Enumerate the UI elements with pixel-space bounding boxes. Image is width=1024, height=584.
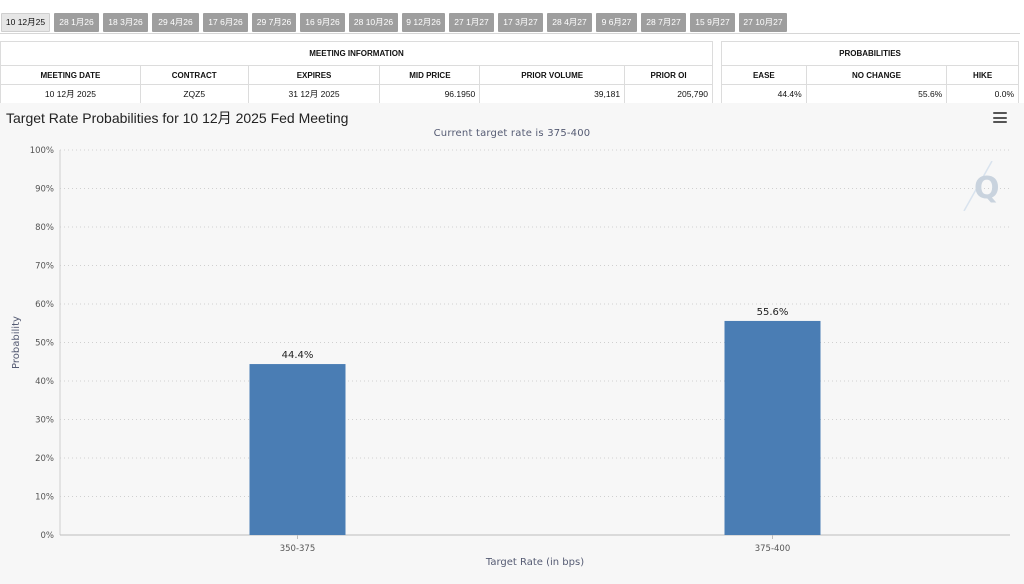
tab-meeting-8[interactable]: 9 12月26 [402, 13, 445, 32]
meeting-info-header-4: PRIOR VOLUME [479, 65, 626, 85]
y-tick-label: 50% [35, 339, 54, 349]
bar-350-375 [249, 364, 346, 535]
y-tick-label: 80% [35, 223, 54, 233]
x-tick-label: 375-400 [755, 544, 791, 554]
tab-meeting-1[interactable]: 28 1月26 [54, 13, 99, 32]
tab-meeting-7[interactable]: 28 10月26 [349, 13, 398, 32]
tab-meeting-13[interactable]: 28 7月27 [641, 13, 686, 32]
tab-meeting-11[interactable]: 28 4月27 [547, 13, 592, 32]
y-tick-label: 90% [35, 185, 54, 195]
probabilities-table: PROBABILITIES EASE NO CHANGE HIKE 44.4% 55.… [721, 41, 1019, 104]
meeting-info-cell-5: 205,790 [624, 84, 713, 104]
tab-meeting-2[interactable]: 18 3月26 [103, 13, 148, 32]
probabilities-header-1: NO CHANGE [805, 65, 948, 85]
y-tick-label: 0% [41, 531, 55, 541]
meeting-info-header-0: MEETING DATE [0, 65, 141, 85]
meeting-info-header-2: EXPIRES [247, 65, 381, 85]
meeting-info-cell-1: ZQZ5 [139, 84, 249, 104]
meeting-tabs: 10 12月25 28 1月26 18 3月26 29 4月26 17 6月26 29 7… [0, 0, 1024, 40]
x-tick-label: 350-375 [280, 544, 316, 554]
q-logo-watermark-icon: Q [963, 161, 1000, 211]
probabilities-cell-2: 0.0% [946, 84, 1019, 104]
meeting-info-cell-2: 31 12月 2025 [247, 84, 381, 104]
tab-meeting-14[interactable]: 15 9月27 [690, 13, 735, 32]
meeting-info-table: MEETING INFORMATION MEETING DATE CONTRACT… [0, 41, 713, 104]
probabilities-cell-0: 44.4% [721, 84, 807, 104]
probability-bar-chart: 0% 10% 20% 30% 40% 50% 60% 70% 80% 90% 100% 44.4% 35… [11, 146, 1010, 568]
chart-title: Target Rate Probabilities for 10 12月 202… [6, 110, 349, 126]
tab-meeting-15[interactable]: 27 10月27 [739, 13, 787, 32]
probabilities-cell-1: 55.6% [805, 84, 948, 104]
chart-menu-icon[interactable] [993, 112, 1007, 124]
y-axis-title: Probability [11, 316, 22, 369]
meeting-info-header-5: PRIOR OI [624, 65, 713, 85]
probabilities-header-2: HIKE [946, 65, 1019, 85]
y-tick-label: 60% [35, 300, 54, 310]
y-tick-label: 20% [35, 454, 54, 464]
tab-meeting-12[interactable]: 9 6月27 [596, 13, 637, 32]
meeting-info-cell-3: 96.1950 [379, 84, 481, 104]
probabilities-header-0: EASE [721, 65, 807, 85]
meeting-info-cell-0: 10 12月 2025 [0, 84, 141, 104]
chart-subtitle: Current target rate is 375-400 [433, 128, 591, 139]
tab-meeting-6[interactable]: 16 9月26 [300, 13, 345, 32]
tab-meeting-10[interactable]: 17 3月27 [498, 13, 543, 32]
bar-data-label: 55.6% [757, 307, 789, 318]
tab-meeting-4[interactable]: 17 6月26 [203, 13, 248, 32]
y-tick-label: 70% [35, 262, 54, 272]
y-tick-label: 100% [30, 146, 54, 156]
chart-panel: 0% 10% 20% 30% 40% 50% 60% 70% 80% 90% 100% 44.4% 35… [0, 103, 1024, 584]
meeting-info-group-title: MEETING INFORMATION [0, 41, 713, 66]
probabilities-group-title: PROBABILITIES [721, 41, 1019, 66]
y-tick-label: 10% [35, 493, 54, 503]
tab-meeting-0[interactable]: 10 12月25 [1, 13, 50, 32]
y-tick-label: 40% [35, 377, 54, 387]
bar-375-400 [724, 320, 821, 535]
meeting-info-header-3: MID PRICE [379, 65, 481, 85]
svg-text:Q: Q [974, 171, 1000, 206]
x-axis-title: Target Rate (in bps) [485, 557, 584, 568]
tabs-divider [0, 33, 1020, 34]
meeting-info-cell-4: 39,181 [479, 84, 626, 104]
tab-meeting-3[interactable]: 29 4月26 [152, 13, 199, 32]
y-tick-label: 30% [35, 416, 54, 426]
bar-data-label: 44.4% [282, 350, 314, 361]
tab-meeting-5[interactable]: 29 7月26 [252, 13, 296, 32]
meeting-info-header-1: CONTRACT [139, 65, 249, 85]
tab-meeting-9[interactable]: 27 1月27 [449, 13, 494, 32]
